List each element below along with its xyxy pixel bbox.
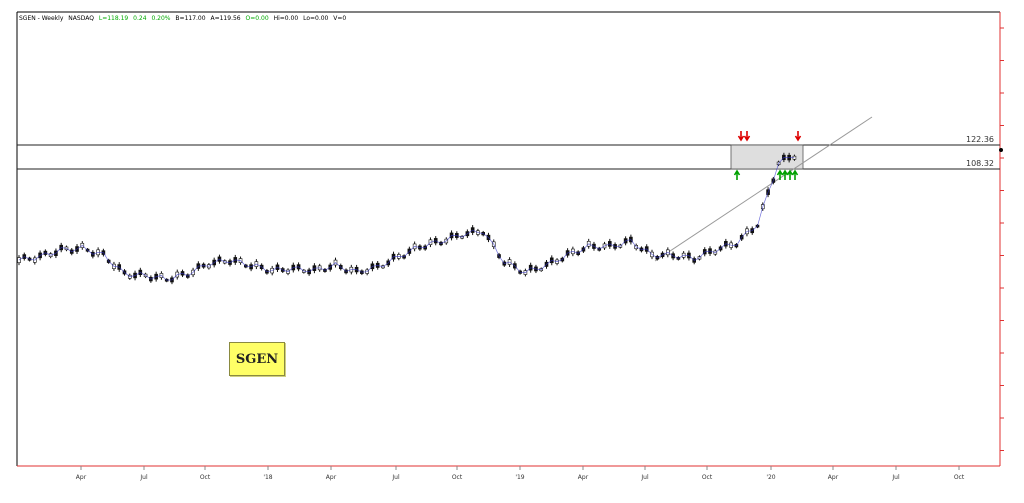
symbol-badge: SGEN [229, 342, 285, 376]
low-price: Lo=0.00 [303, 15, 329, 22]
price-axis-ticks [1000, 27, 1004, 451]
open-price: O=0.00 [245, 15, 269, 22]
resistance-label: 108.32 [966, 159, 994, 168]
volume-value: V=0 [333, 15, 347, 22]
buy-arrow [786, 169, 794, 180]
time-axis-label: '19 [515, 474, 524, 481]
trendline [654, 116, 873, 262]
buy-arrow [733, 169, 741, 180]
time-axis-label: Apr [828, 474, 839, 481]
time-axis-label: '18 [263, 474, 272, 481]
time-axis-label: Oct [702, 474, 713, 481]
time-axis-label: Jul [640, 474, 649, 481]
resistance-label: 122.36 [966, 135, 994, 144]
buy-arrow [781, 169, 789, 180]
exchange-label: NASDAQ [68, 15, 94, 22]
time-axis-label: Apr [326, 474, 337, 481]
sell-arrow [737, 131, 745, 142]
buy-arrow [776, 169, 784, 180]
time-axis-ticks: Apr Jul Oct '18 Apr Jul Oct '19 Apr Jul Oct '20 Apr J… [76, 466, 965, 481]
change-value: 0.24 [133, 15, 147, 22]
change-percent: 0.20% [151, 15, 171, 22]
time-axis-label: Oct [452, 474, 463, 481]
price-line [18, 157, 795, 281]
signal-arrows [733, 131, 802, 180]
bid-price: B=117.00 [175, 15, 206, 22]
time-axis-label: Oct [200, 474, 211, 481]
axis-handle[interactable] [999, 148, 1003, 152]
symbol-label: SGEN - Weekly [19, 15, 64, 22]
sell-arrow [794, 131, 802, 142]
price-bars [17, 152, 797, 285]
resistance-levels: 122.36 108.32 [17, 135, 1000, 170]
ask-price: A=119.56 [210, 15, 241, 22]
time-axis-label: '20 [766, 474, 775, 481]
time-axis-label: Oct [954, 474, 965, 481]
sell-arrow [743, 131, 751, 142]
price-candle [17, 257, 21, 263]
time-axis-label: Jul [391, 474, 400, 481]
consolidation-zone [730, 144, 804, 170]
time-axis-label: Jul [139, 474, 148, 481]
time-axis-label: Apr [76, 474, 87, 481]
consolidation-box [730, 144, 804, 170]
time-axis-label: Apr [578, 474, 589, 481]
high-price: Hi=0.00 [273, 15, 299, 22]
last-price: L=118.19 [98, 15, 129, 22]
buy-arrow [791, 169, 799, 180]
quote-header: SGEN - Weekly NASDAQ L=118.19 0.24 0.20%… [19, 15, 349, 22]
support-trendline [654, 116, 873, 262]
time-axis-label: Jul [891, 474, 900, 481]
